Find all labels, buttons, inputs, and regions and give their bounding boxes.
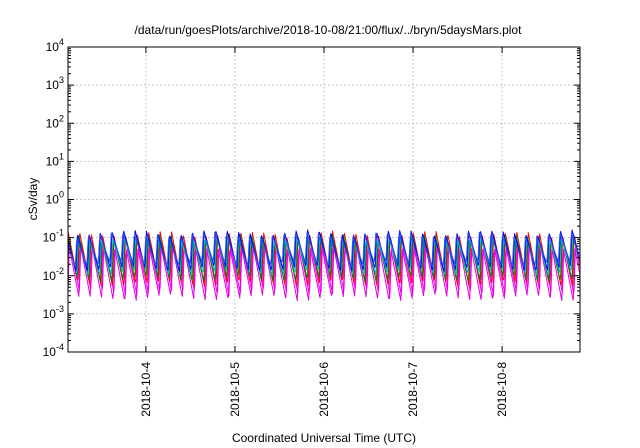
x-tick-label: 2018-10-8 (495, 362, 509, 417)
y-tick-label: 10-1 (43, 228, 64, 245)
grid (68, 47, 580, 352)
y-tick-label: 101 (46, 151, 64, 168)
y-tick-label: 10-4 (43, 342, 64, 359)
chart-title: /data/run/goesPlots/archive/2018-10-08/2… (135, 23, 523, 37)
x-tick-labels: 2018-10-4 2018-10-5 2018-10-6 2018-10-7 2018… (139, 362, 509, 417)
y-axis-label: cSv/day (26, 178, 40, 221)
x-tick-label: 2018-10-4 (139, 362, 153, 417)
series-group (67, 229, 581, 302)
x-tick-label: 2018-10-7 (406, 362, 420, 417)
y-tick-label: 103 (46, 75, 64, 92)
y-tick-label: 10-2 (43, 266, 64, 283)
y-tick-label: 10-3 (43, 304, 64, 321)
y-tick-labels: 10-4 10-3 10-2 10-1 100 101 102 103 104 (43, 37, 64, 359)
series-line-1 (67, 243, 581, 302)
x-tick-label: 2018-10-6 (317, 362, 331, 417)
y-tick-label: 104 (46, 37, 64, 54)
x-tick-label: 2018-10-5 (228, 362, 242, 417)
y-tick-label: 102 (46, 113, 64, 130)
series-line-6 (67, 231, 581, 267)
x-axis-label: Coordinated Universal Time (UTC) (232, 431, 416, 445)
y-tick-label: 100 (46, 190, 64, 207)
ticks (68, 46, 580, 353)
